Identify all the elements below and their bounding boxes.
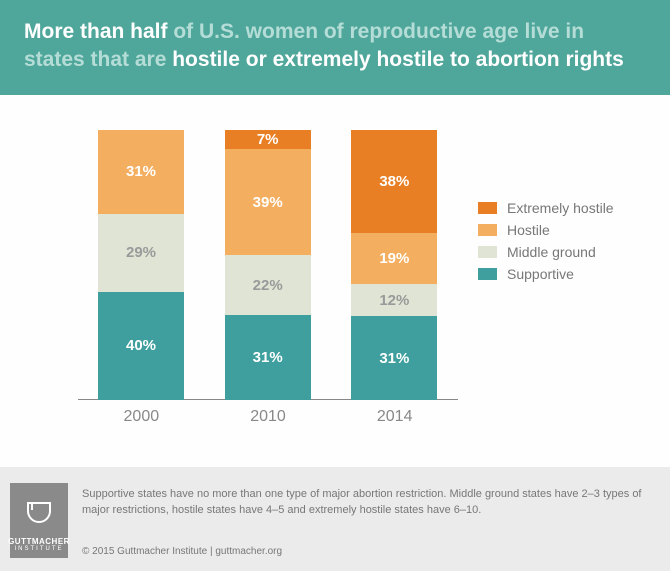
header-banner: More than half of U.S. women of reproduc… — [0, 0, 670, 95]
legend-label: Middle ground — [507, 244, 596, 260]
legend-label: Hostile — [507, 222, 550, 238]
stacked-bar: 38%19%12%31% — [351, 130, 437, 400]
legend-swatch — [478, 202, 497, 214]
legend-label: Extremely hostile — [507, 200, 614, 216]
bar-segment-supportive: 40% — [98, 292, 184, 400]
bar-segment-hostile: 31% — [98, 130, 184, 214]
chart-x-labels: 200020102014 — [78, 408, 458, 426]
x-axis-label: 2000 — [78, 408, 205, 426]
copyright-text: © 2015 Guttmacher Institute | guttmacher… — [82, 546, 282, 557]
legend-swatch — [478, 246, 497, 258]
x-axis-label: 2010 — [205, 408, 332, 426]
bar-slot: 38%19%12%31% — [331, 130, 458, 400]
legend-swatch — [478, 224, 497, 236]
legend-item: Hostile — [478, 222, 614, 238]
bar-segment-supportive: 31% — [225, 315, 311, 400]
bar-segment-hostile: 39% — [225, 149, 311, 255]
bar-segment-middle_ground: 12% — [351, 284, 437, 316]
bar-slot: 7%39%22%31% — [205, 130, 332, 400]
bar-segment-middle_ground: 29% — [98, 214, 184, 292]
bar-segment-hostile: 19% — [351, 233, 437, 284]
chart-bars-container: 31%29%40%7%39%22%31%38%19%12%31% — [78, 130, 458, 400]
guttmacher-logo: GUTTMACHER INSTITUTE — [10, 483, 68, 558]
x-axis-label: 2014 — [331, 408, 458, 426]
chart-legend: Extremely hostile Hostile Middle ground Sup… — [478, 200, 614, 288]
stacked-bar: 7%39%22%31% — [225, 130, 311, 400]
logo-text-line1: GUTTMACHER — [8, 537, 70, 546]
stacked-bar-chart: 31%29%40%7%39%22%31%38%19%12%31% 2000201… — [78, 130, 638, 430]
footnote-text: Supportive states have no more than one … — [82, 487, 650, 519]
legend-item: Extremely hostile — [478, 200, 614, 216]
bar-slot: 31%29%40% — [78, 130, 205, 400]
page-title: More than half of U.S. women of reproduc… — [24, 18, 646, 75]
footer: GUTTMACHER INSTITUTE Supportive states h… — [0, 467, 670, 571]
legend-item: Middle ground — [478, 244, 614, 260]
bar-segment-middle_ground: 22% — [225, 255, 311, 315]
logo-icon — [22, 497, 56, 531]
stacked-bar: 31%29%40% — [98, 130, 184, 400]
bar-segment-extremely_hostile: 7% — [225, 130, 311, 149]
bar-segment-supportive: 31% — [351, 316, 437, 400]
legend-swatch — [478, 268, 497, 280]
logo-text-line2: INSTITUTE — [15, 546, 64, 552]
bar-segment-extremely_hostile: 38% — [351, 130, 437, 233]
legend-label: Supportive — [507, 266, 574, 282]
legend-item: Supportive — [478, 266, 614, 282]
